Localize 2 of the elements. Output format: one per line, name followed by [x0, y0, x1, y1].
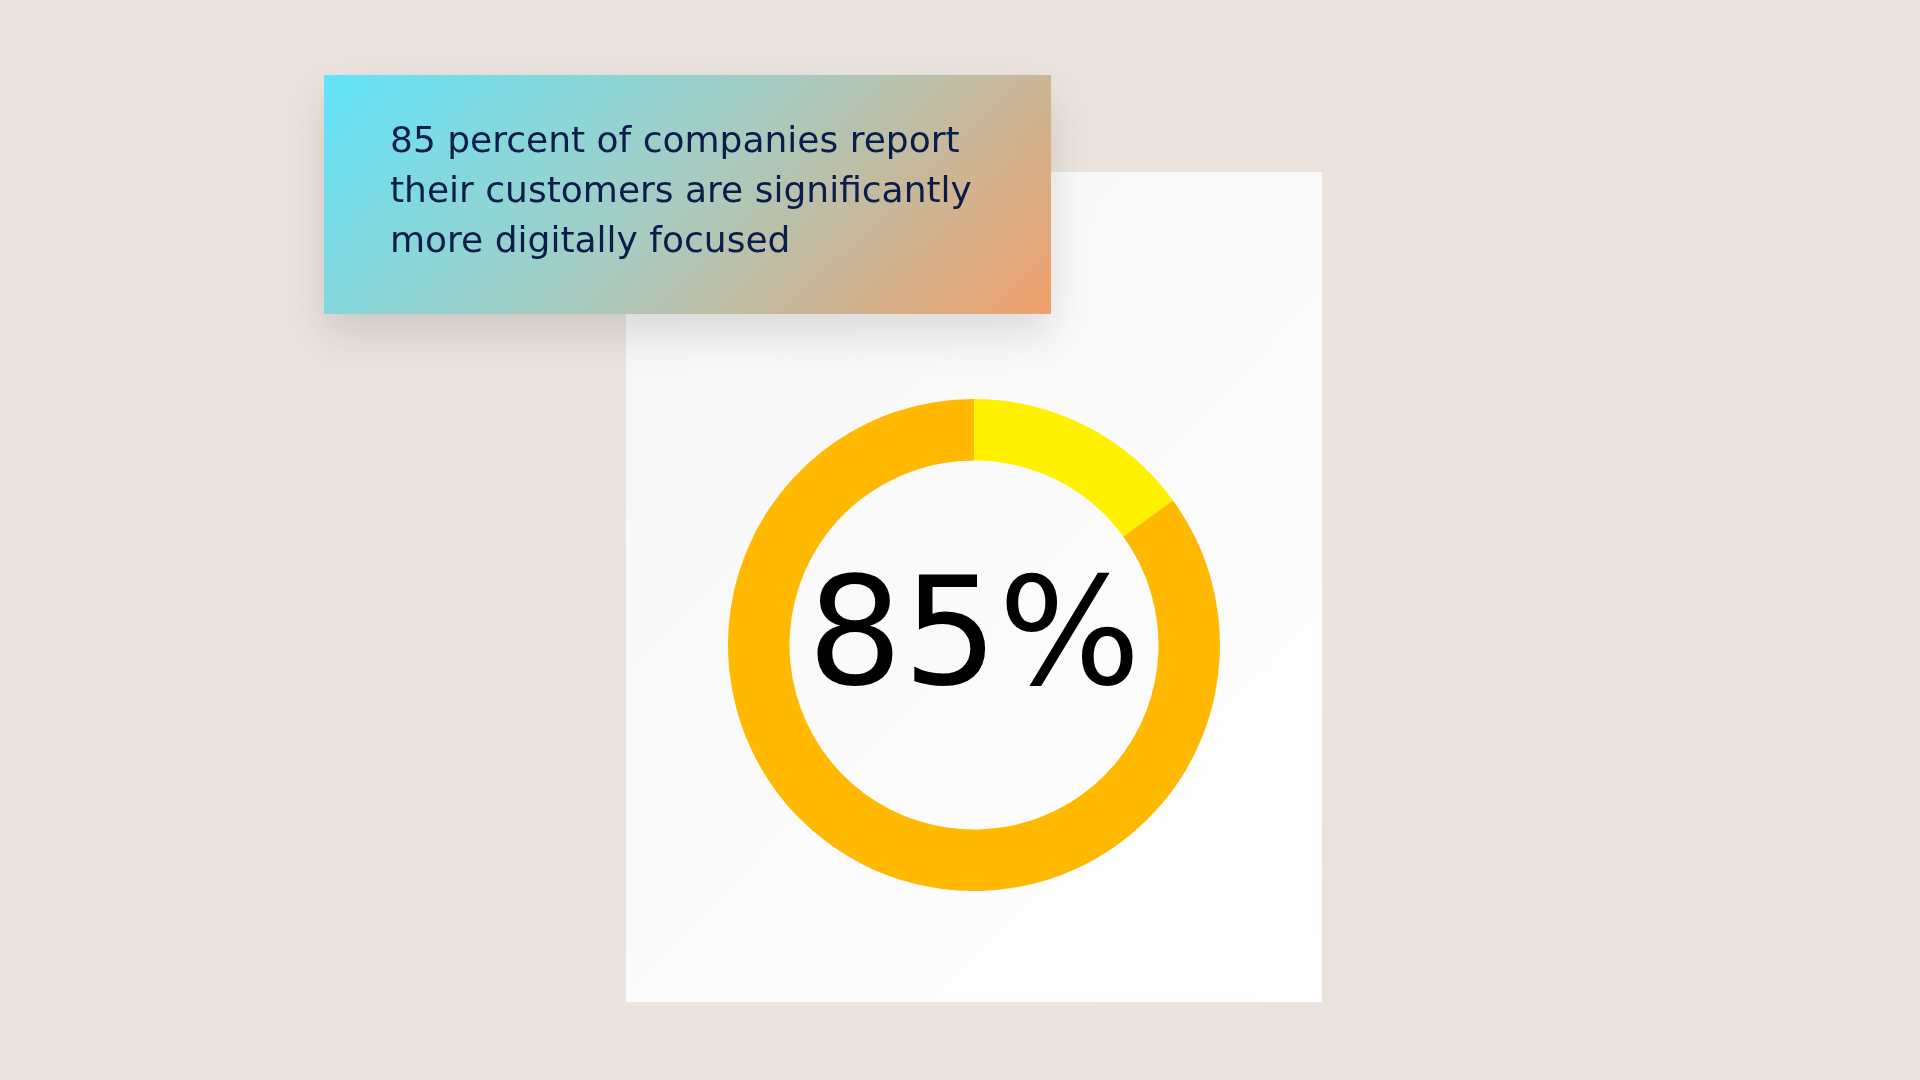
data-label: 85% — [807, 544, 1141, 719]
chart-title: 85 percent of companies report their customers are significantly more digitally focused — [390, 118, 973, 262]
